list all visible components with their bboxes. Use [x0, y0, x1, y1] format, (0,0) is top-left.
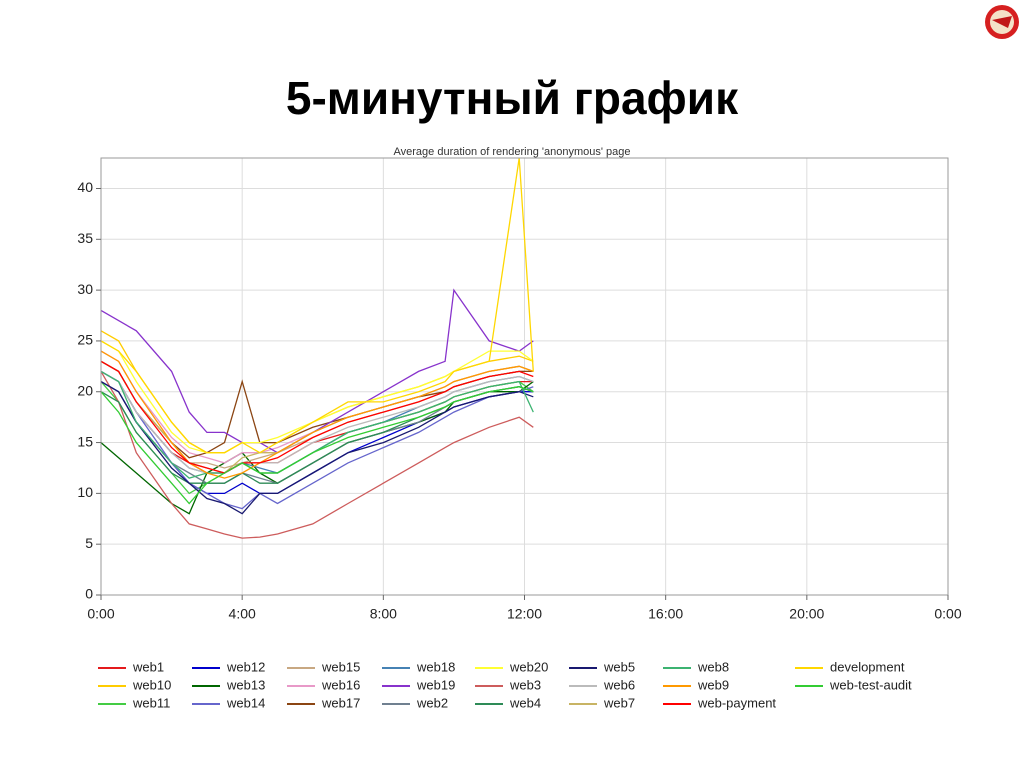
series-line	[100, 360, 534, 459]
y-tick-label: 0	[85, 586, 93, 602]
x-tick-label: 12:00	[507, 606, 542, 622]
series-line	[100, 381, 534, 515]
legend-label: web18	[416, 659, 455, 674]
legend-label: web11	[132, 695, 170, 710]
series-line	[100, 360, 534, 474]
series-line	[100, 386, 534, 505]
legend-label: web-test-audit	[829, 677, 912, 692]
series-line	[100, 350, 534, 479]
y-tick-label: 35	[77, 230, 93, 246]
series-line	[100, 157, 534, 454]
series-line	[100, 381, 534, 484]
y-tick-label: 15	[77, 433, 93, 449]
legend-label: web12	[226, 659, 265, 674]
legend-label: web6	[603, 677, 635, 692]
slide-title: 5-минутный график	[286, 72, 739, 124]
legend-label: web3	[509, 677, 541, 692]
y-tick-label: 5	[85, 535, 93, 551]
legend-label: web7	[603, 695, 635, 710]
series-line	[100, 370, 534, 474]
series-line	[100, 288, 534, 454]
legend-label: web20	[509, 659, 548, 674]
y-tick-label: 20	[77, 382, 93, 398]
x-tick-label: 0:00	[87, 606, 114, 622]
series-line	[100, 370, 534, 474]
y-tick-label: 30	[77, 281, 93, 297]
x-tick-label: 0:00	[934, 606, 961, 622]
legend-label: web-payment	[697, 695, 776, 710]
legend-label: web5	[603, 659, 635, 674]
y-tick-label: 40	[77, 179, 93, 195]
legend-label: web13	[226, 677, 265, 692]
legend-label: web8	[697, 659, 729, 674]
chart-title: Average duration of rendering 'anonymous…	[394, 146, 631, 158]
legend-label: web14	[226, 695, 265, 710]
lines	[100, 157, 534, 539]
logo	[985, 5, 1019, 39]
legend-label: web17	[321, 695, 360, 710]
legend-label: web4	[509, 695, 541, 710]
y-tick-label: 10	[77, 484, 93, 500]
legend: web1 web10 web11 web12 web13 web14 web15 web16 w…	[98, 659, 912, 710]
legend-label: web16	[321, 677, 360, 692]
x-tick-label: 20:00	[789, 606, 824, 622]
series-line	[100, 381, 534, 515]
series-line	[100, 370, 534, 474]
legend-label: web10	[132, 677, 171, 692]
series-line	[100, 371, 534, 539]
grid	[100, 158, 949, 596]
legend-label: web2	[416, 695, 448, 710]
legend-label: web1	[132, 659, 164, 674]
legend-label: web9	[697, 677, 729, 692]
y-tick-label: 25	[77, 332, 93, 348]
legend-label: web15	[321, 659, 360, 674]
x-tick-label: 16:00	[648, 606, 683, 622]
x-tick-label: 4:00	[229, 606, 256, 622]
legend-label: web19	[416, 677, 455, 692]
axes: 0 5 10 15 20 25 30 35 40 0:00 4:00 8:00 12:00 16:00 20…	[77, 179, 961, 622]
x-tick-label: 8:00	[370, 606, 397, 622]
legend-label: development	[830, 659, 905, 674]
